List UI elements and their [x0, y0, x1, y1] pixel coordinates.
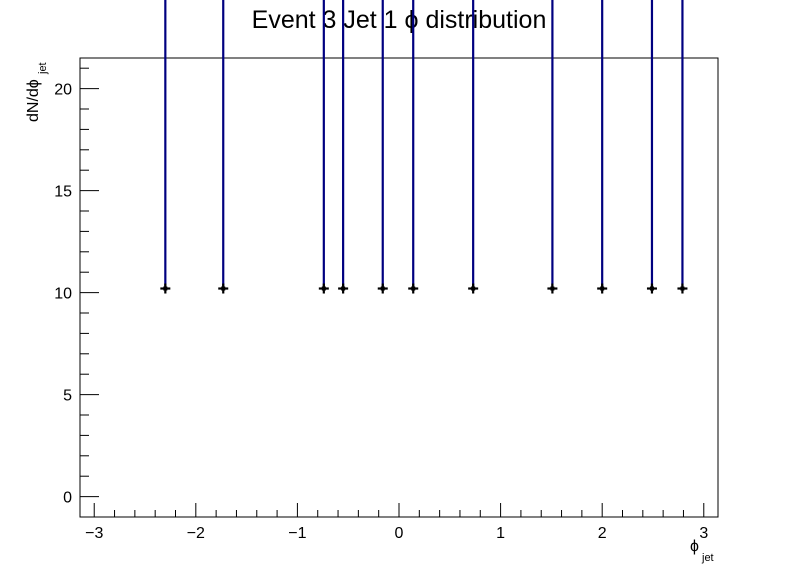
x-tick-label: 2	[598, 525, 607, 542]
x-tick-label: −2	[187, 525, 205, 542]
data-point	[160, 283, 171, 294]
data-point	[547, 283, 558, 294]
x-tick-label: 0	[395, 525, 404, 542]
error-bars	[164, 0, 684, 289]
plot-area: −3 −2 −1 0 1 2 3 0 5 10 15 20	[54, 0, 719, 542]
data-point	[377, 283, 388, 294]
x-axis-label-main: ϕ	[690, 538, 699, 555]
y-axis: 0 5 10 15 20	[54, 67, 99, 518]
y-tick-label: 0	[63, 490, 72, 507]
x-tick-label: 1	[496, 525, 505, 542]
x-axis-label: ϕ jet	[690, 538, 714, 564]
y-tick-label: 10	[54, 286, 72, 303]
x-axis: −3 −2 −1 0 1 2 3	[85, 503, 708, 542]
y-axis-label-main: dN/dϕ	[25, 79, 42, 122]
x-tick-label: −1	[288, 525, 306, 542]
data-point	[646, 283, 657, 294]
x-tick-label: 3	[699, 525, 708, 542]
y-axis-label: dN/dϕ jet	[25, 62, 49, 122]
data-point	[677, 283, 688, 294]
x-tick-label: −3	[85, 525, 103, 542]
y-axis-label-sub: jet	[37, 62, 49, 75]
y-tick-label: 20	[54, 82, 72, 99]
x-axis-label-sub: jet	[701, 552, 714, 564]
data-point	[468, 283, 479, 294]
chart-title: Event 3 Jet 1 ϕ distribution	[252, 6, 547, 34]
data-point	[318, 283, 329, 294]
data-point	[408, 283, 419, 294]
y-tick-label: 5	[63, 388, 72, 405]
data-point	[597, 283, 608, 294]
data-point	[218, 283, 229, 294]
y-tick-label: 15	[54, 184, 72, 201]
data-points	[160, 283, 688, 294]
data-point	[338, 283, 349, 294]
